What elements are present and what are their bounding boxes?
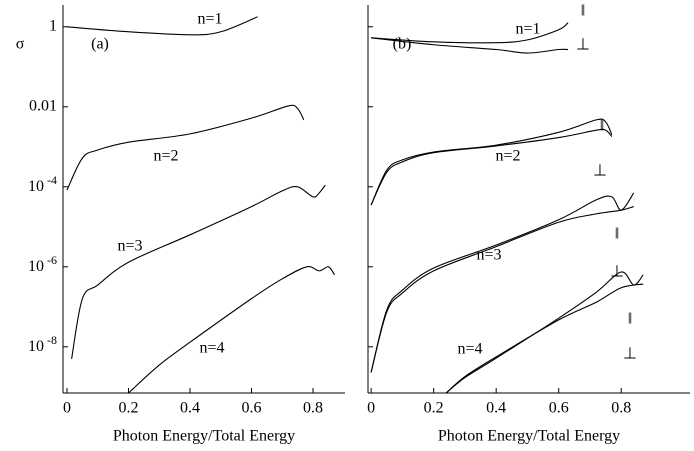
curve <box>371 37 569 54</box>
y-tick-label: 10 -8 <box>28 333 57 355</box>
series-label: n=4 <box>199 340 224 357</box>
curve <box>445 271 644 394</box>
curve-label: ‖ <box>628 311 633 328</box>
curve <box>71 184 326 359</box>
x-tick-label: 0 <box>367 400 375 417</box>
panel-label: (b) <box>393 36 412 53</box>
y-tick-label: 0.01 <box>29 97 57 114</box>
x-tick-label: 0 <box>63 400 71 417</box>
curve-label: ‖ <box>600 118 605 135</box>
x-axis-label: Photon Energy/Total Energy <box>438 428 620 445</box>
curve <box>371 22 569 44</box>
series-label: n=1 <box>197 11 222 28</box>
curve-label: ⊥ <box>576 37 590 54</box>
curve <box>370 118 613 206</box>
series-label: n=3 <box>117 238 142 255</box>
curve <box>66 104 305 191</box>
curve <box>370 128 613 206</box>
x-tick-label: 0.8 <box>611 400 631 417</box>
x-tick-label: 0.4 <box>180 400 200 417</box>
curve <box>370 192 635 373</box>
x-tick-label: 0.6 <box>549 400 569 417</box>
x-tick-label: 0.2 <box>119 400 139 417</box>
curve <box>128 266 336 394</box>
series-label: n=2 <box>495 148 520 165</box>
series-label: n=4 <box>457 341 482 358</box>
curve <box>66 16 258 36</box>
x-tick-label: 0.6 <box>242 400 262 417</box>
x-tick-label: 0.4 <box>486 400 506 417</box>
curve-label: ⊥ <box>593 163 607 180</box>
series-label: n=2 <box>153 148 178 165</box>
panel-label: (a) <box>91 36 109 53</box>
curve <box>445 283 644 394</box>
series-label: n=1 <box>515 21 540 38</box>
curve-label: ‖ <box>615 226 620 243</box>
x-tick-label: 0.8 <box>303 400 323 417</box>
y-tick-label: 10 -6 <box>28 253 57 275</box>
curve-label: ‖ <box>581 3 586 20</box>
x-tick-label: 0.2 <box>424 400 444 417</box>
y-tick-label: 1 <box>49 17 57 34</box>
series-label: n=3 <box>476 247 501 264</box>
curve <box>370 206 634 373</box>
y-axis-label: σ <box>16 36 25 53</box>
x-axis-label: Photon Energy/Total Energy <box>113 428 295 445</box>
curve-label: ⊥ <box>623 346 637 363</box>
y-tick-label: 10 -4 <box>28 173 57 195</box>
